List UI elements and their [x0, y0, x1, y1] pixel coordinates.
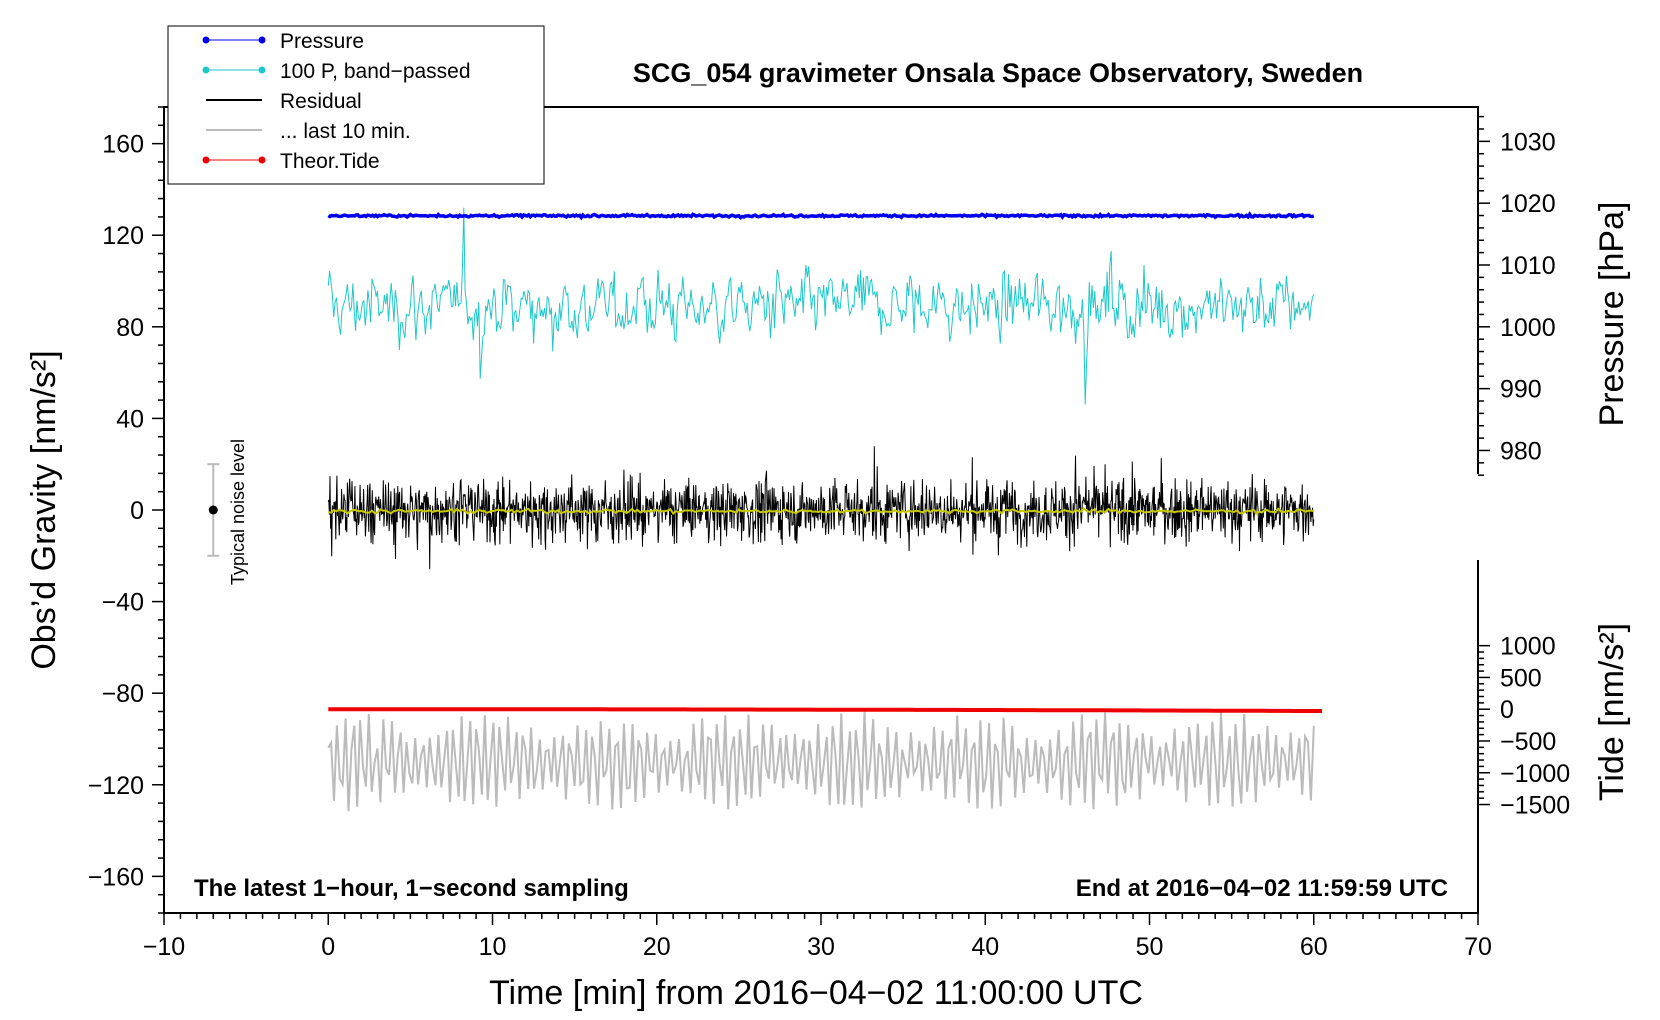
tide-tick-label: −500: [1500, 728, 1556, 756]
legend-sample-marker: [258, 36, 266, 44]
x-axis-label: Time [min] from 2016−04−02 11:00:00 UTC: [489, 974, 1143, 1012]
x-tick-label: 50: [1136, 933, 1164, 961]
left-tick-label: 120: [102, 222, 144, 250]
legend-label-pressure: Pressure: [280, 30, 364, 53]
legend-sample-marker: [258, 66, 266, 74]
left-tick-label: 160: [102, 131, 144, 159]
x-tick-label: 60: [1300, 933, 1328, 961]
x-tick-label: 70: [1464, 933, 1492, 961]
corner-label-left: The latest 1−hour, 1−second sampling: [194, 875, 629, 902]
tide-tick-label: −1500: [1500, 792, 1570, 820]
series-layer: [327, 207, 1322, 812]
legend-box: [167, 25, 545, 185]
axes-layer: −10 0 10 20 30 40 50 60 7016012080400−40−80−120−…: [88, 106, 1570, 961]
legend-sample-marker: [202, 36, 210, 44]
noise-bar-label: Typical noise level: [228, 439, 248, 585]
left-tick-label: −160: [88, 863, 144, 891]
x-tick-label: 10: [479, 933, 507, 961]
series-theor-tide-line: [328, 707, 1322, 713]
pressure-tick-label: 980: [1500, 437, 1542, 465]
pressure-tick-label: 1030: [1500, 128, 1556, 156]
x-tick-label: 30: [807, 933, 835, 961]
left-tick-label: 40: [116, 405, 144, 433]
corner-label-right: End at 2016−04−02 11:59:59 UTC: [1076, 875, 1448, 902]
legend-label-band-passed: 100 P, band−passed: [280, 60, 471, 83]
chart-title: SCG_054 gravimeter Onsala Space Observat…: [633, 58, 1363, 88]
y-axis-label-left: Obs’d Gravity [nm/s²]: [25, 350, 63, 669]
tide-tick-label: 0: [1500, 696, 1514, 724]
legend-sample-marker: [258, 156, 266, 164]
tide-tick-label: 500: [1500, 664, 1542, 692]
noise-bar: Typical noise level: [207, 439, 248, 585]
pressure-tick-label: 990: [1500, 376, 1542, 404]
left-tick-label: −80: [102, 680, 144, 708]
left-tick-label: −40: [102, 589, 144, 617]
y-axis-label-pressure: Pressure [hPa]: [1593, 202, 1631, 427]
series-residual-smoothed-line: [328, 507, 1315, 515]
x-tick-label: 20: [643, 933, 671, 961]
left-tick-label: 0: [130, 497, 144, 525]
tide-tick-label: 1000: [1500, 633, 1556, 661]
legend-label-residual: Residual: [280, 90, 362, 113]
pressure-tick-label: 1020: [1500, 190, 1556, 218]
tide-tick-label: −1000: [1500, 760, 1570, 788]
legend-label-last-10-min: ... last 10 min.: [280, 120, 411, 143]
series-residual-line: [327, 446, 1315, 570]
y-axis-label-tide: Tide [nm/s²]: [1593, 623, 1631, 801]
x-tick-label: −10: [143, 933, 185, 961]
series-last-10-min-line: [327, 711, 1315, 812]
noise-bar-dot: [208, 505, 218, 515]
pressure-tick-label: 1000: [1500, 314, 1556, 342]
series-pressure-line: [327, 211, 1315, 221]
legend-label-theor-tide: Theor.Tide: [280, 150, 380, 173]
left-tick-label: −120: [88, 772, 144, 800]
series-band-passed-line: [327, 207, 1315, 405]
legend-items: [202, 36, 266, 164]
legend: Pressure 100 P, band−passed Residual ...…: [167, 25, 545, 185]
pressure-tick-label: 1010: [1500, 252, 1556, 280]
x-tick-label: 0: [321, 933, 335, 961]
x-tick-label: 40: [971, 933, 999, 961]
legend-sample-marker: [202, 156, 210, 164]
left-tick-label: 80: [116, 314, 144, 342]
legend-sample-marker: [202, 66, 210, 74]
